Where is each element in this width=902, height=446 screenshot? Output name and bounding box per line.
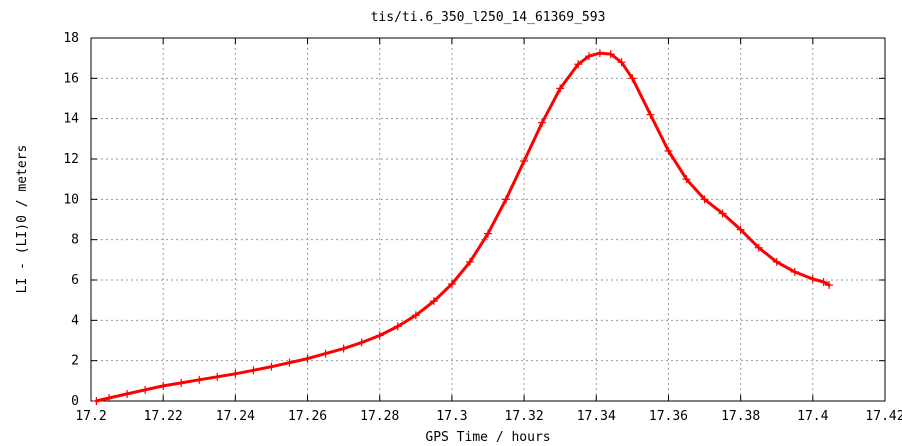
data-point [556,84,565,93]
data-point [617,58,626,67]
x-tick-label: 17.4 [797,409,828,424]
plot-frame [90,37,886,402]
data-point [92,397,101,405]
data-point [736,225,745,234]
chart-title: tis/ti.6_350_l250_14_61369_593 [371,10,606,25]
y-tick-label: 10 [63,192,79,207]
data-point [664,146,673,155]
y-tick-label: 6 [71,273,79,288]
data-point [303,354,312,363]
data-point [195,375,204,384]
data-point [718,209,727,218]
x-tick-label: 17.22 [144,409,183,424]
tick-labels: 17.2 17.22 17.24 17.26 17.28 17.3 17.32 17.34 17… [63,31,902,424]
data-point [339,344,348,353]
x-tick-label: 17.36 [649,409,688,424]
data-point [213,372,222,381]
data-point [585,52,594,61]
data-point [465,257,474,266]
ticks [90,37,886,402]
data-point [393,322,402,331]
x-tick-label: 17.32 [505,409,544,424]
y-tick-label: 4 [71,313,79,328]
data-point [484,229,492,238]
data-point [538,118,547,127]
y-tick-label: 2 [71,354,79,369]
data-point [520,157,529,166]
data-point [357,338,366,347]
series-line [94,51,831,403]
y-tick-label: 14 [63,112,79,127]
data-point [574,60,583,69]
data-point [267,362,276,371]
data-point [429,297,438,306]
x-tick-label: 17.3 [436,409,467,424]
data-point [321,349,330,358]
data-point [177,378,186,387]
y-tick-label: 16 [63,71,79,86]
data-point [411,311,420,320]
data-point [447,280,456,289]
data-point [502,195,511,204]
data-point [808,274,817,283]
y-tick-label: 12 [63,152,79,167]
data-point [772,257,781,266]
data-point [754,243,763,252]
data-point [700,195,709,204]
y-tick-label: 0 [71,394,79,409]
series [92,49,834,405]
data-point [105,393,114,402]
x-tick-label: 17.2 [75,409,106,424]
data-point [123,389,132,398]
y-tick-label: 18 [63,31,79,46]
data-point [646,110,655,119]
data-point [141,385,150,394]
x-tick-label: 17.34 [577,409,616,424]
data-point [628,74,637,83]
x-tick-label: 17.38 [721,409,760,424]
data-point [606,50,615,59]
data-point [159,381,168,390]
data-point [249,366,258,375]
x-tick-label: 17.42 [865,409,902,424]
data-point [825,281,834,290]
x-tick-label: 17.26 [288,409,327,424]
x-tick-label: 17.24 [216,409,255,424]
data-point [682,175,691,184]
data-point [375,331,384,340]
data-point [285,358,294,367]
y-tick-label: 8 [71,233,79,248]
x-axis-title: GPS Time / hours [425,430,550,445]
grid [91,38,885,401]
data-point [231,369,240,378]
data-point [819,278,828,287]
data-point [790,267,799,276]
data-point [595,49,604,58]
y-axis-title: LI - (LI)0 / meters [15,145,30,294]
x-tick-label: 17.28 [360,409,399,424]
